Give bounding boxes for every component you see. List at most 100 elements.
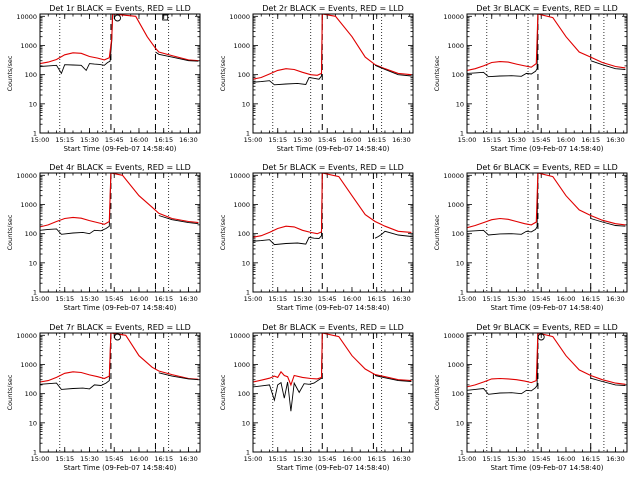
y-axis-label: Counts/sec [433, 55, 441, 91]
x-tick-label: 15:00 [244, 455, 263, 463]
x-tick-label: 16:30 [392, 136, 411, 144]
x-axis-title: Start Time (09-Feb-07 14:58:40) [490, 304, 603, 312]
events-series-line [40, 173, 112, 235]
x-tick-label: 16:30 [392, 455, 411, 463]
detector-panel-6: Det 6r BLACK = Events, RED = LLD Counts/s… [433, 163, 628, 312]
x-tick-label: 15:15 [482, 136, 501, 144]
x-axis-title: Start Time (09-Feb-07 14:58:40) [490, 464, 603, 472]
lld-series-line [253, 173, 412, 238]
y-tick-label: 10000 [229, 332, 250, 340]
x-tick-label: 16:30 [606, 136, 625, 144]
x-tick-label: 16:00 [130, 455, 149, 463]
detector-panel-3: Det 3r BLACK = Events, RED = LLD Counts/s… [433, 4, 628, 153]
lld-series-line [40, 333, 199, 383]
x-tick-label: 15:00 [244, 295, 263, 303]
events-series-line [155, 51, 199, 62]
y-tick-label: 10000 [443, 172, 464, 180]
panel-title: Det 4r BLACK = Events, RED = LLD [49, 163, 191, 172]
y-axis-label: Counts/sec [6, 214, 14, 250]
y-tick-label: 10 [29, 100, 37, 108]
x-tick-label: 15:00 [31, 136, 50, 144]
x-tick-label: 15:00 [458, 136, 477, 144]
x-tick-label: 15:15 [55, 136, 74, 144]
series-group [253, 14, 412, 86]
plot-frame [39, 332, 201, 453]
x-axis-title: Start Time (09-Feb-07 14:58:40) [276, 304, 389, 312]
y-tick-label: 10000 [16, 332, 37, 340]
series-group [467, 14, 626, 78]
x-tick-label: 15:30 [80, 136, 99, 144]
x-axis-title: Start Time (09-Feb-07 14:58:40) [63, 304, 176, 312]
x-tick-label: 15:45 [532, 455, 551, 463]
x-tick-label: 15:45 [105, 295, 124, 303]
x-tick-label: 16:30 [179, 295, 198, 303]
plot-frame [39, 13, 201, 134]
x-tick-label: 15:45 [532, 136, 551, 144]
y-tick-label: 100 [25, 230, 37, 238]
square-marker [162, 14, 169, 21]
y-tick-label: 10 [29, 419, 37, 427]
y-tick-label: 1 [460, 289, 464, 297]
x-axis-title: Start Time (09-Feb-07 14:58:40) [63, 464, 176, 472]
x-tick-label: 15:45 [318, 295, 337, 303]
x-tick-label: 16:00 [130, 136, 149, 144]
x-tick-label: 15:30 [80, 455, 99, 463]
x-axis-title: Start Time (09-Feb-07 14:58:40) [490, 145, 603, 153]
events-series-line [590, 60, 626, 70]
panel-title: Det 2r BLACK = Events, RED = LLD [262, 4, 404, 13]
x-tick-label: 15:45 [105, 136, 124, 144]
y-tick-label: 1 [460, 130, 464, 138]
x-tick-label: 16:30 [392, 295, 411, 303]
lld-series-line [253, 14, 412, 80]
y-axis-label: Counts/sec [219, 214, 227, 250]
series-group [40, 333, 199, 390]
y-tick-label: 100 [25, 71, 37, 79]
y-tick-label: 10 [29, 259, 37, 267]
panel-title: Det 6r BLACK = Events, RED = LLD [476, 163, 618, 172]
y-tick-label: 1000 [447, 361, 464, 369]
events-series-line [374, 375, 412, 382]
events-series-line [253, 333, 323, 412]
y-tick-label: 100 [238, 71, 250, 79]
panel-title: Det 1r BLACK = Events, RED = LLD [49, 4, 191, 13]
events-series-line [467, 173, 539, 236]
panel-title: Det 7r BLACK = Events, RED = LLD [49, 323, 191, 332]
x-tick-label: 15:15 [55, 455, 74, 463]
y-axis-label: Counts/sec [219, 374, 227, 410]
x-tick-label: 16:00 [557, 136, 576, 144]
x-tick-label: 16:30 [606, 455, 625, 463]
y-tick-label: 1000 [233, 201, 250, 209]
y-tick-label: 1 [33, 449, 37, 457]
x-tick-label: 15:45 [532, 295, 551, 303]
x-tick-label: 15:00 [244, 136, 263, 144]
events-series-line [590, 377, 626, 386]
x-tick-label: 16:00 [557, 295, 576, 303]
x-axis-title: Start Time (09-Feb-07 14:58:40) [276, 464, 389, 472]
x-tick-label: 15:00 [458, 455, 477, 463]
x-tick-label: 15:30 [507, 136, 526, 144]
plot-frame [252, 172, 414, 293]
x-tick-label: 15:15 [482, 455, 501, 463]
plot-frame [466, 332, 628, 453]
y-tick-label: 1000 [233, 42, 250, 50]
y-axis-label: Counts/sec [433, 374, 441, 410]
detector-panel-5: Det 5r BLACK = Events, RED = LLD Counts/s… [219, 163, 414, 312]
detector-panel-4: Det 4r BLACK = Events, RED = LLD Counts/s… [6, 163, 201, 312]
x-tick-label: 16:15 [154, 295, 173, 303]
events-series-line [158, 372, 199, 381]
y-axis-label: Counts/sec [6, 55, 14, 91]
x-tick-label: 15:30 [507, 455, 526, 463]
y-tick-label: 1000 [233, 361, 250, 369]
x-axis-title: Start Time (09-Feb-07 14:58:40) [63, 145, 176, 153]
lld-series-line [40, 173, 199, 228]
y-tick-label: 1000 [20, 361, 37, 369]
panel-title: Det 3r BLACK = Events, RED = LLD [476, 4, 618, 13]
events-series-line [40, 14, 114, 75]
detector-panel-9: Det 9r BLACK = Events, RED = LLD Counts/s… [433, 323, 628, 472]
plot-frame [252, 332, 414, 453]
x-axis-title: Start Time (09-Feb-07 14:58:40) [276, 145, 389, 153]
series-group [40, 173, 199, 235]
x-tick-label: 16:15 [367, 455, 386, 463]
x-tick-label: 16:00 [343, 136, 362, 144]
